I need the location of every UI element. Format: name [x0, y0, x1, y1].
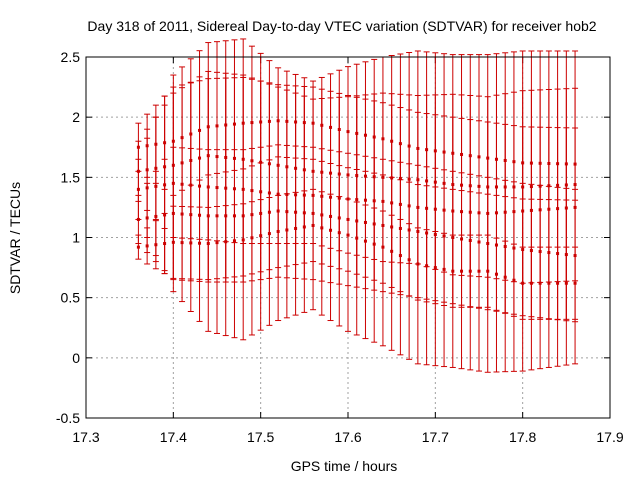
y-tick-label: 0.5: [61, 290, 81, 306]
data-point: [547, 281, 551, 285]
data-point: [163, 242, 167, 246]
y-tick-label: 2: [72, 109, 80, 125]
data-point: [294, 226, 298, 230]
x-tick-label: 17.7: [422, 429, 449, 445]
y-tick-label: 1.5: [61, 169, 81, 185]
y-axis-label: SDTVAR / TECUs: [7, 182, 23, 294]
data-point: [468, 269, 472, 273]
data-point: [241, 238, 245, 242]
data-point: [320, 226, 324, 230]
data-point: [398, 254, 402, 258]
data-point: [363, 239, 367, 243]
data-point: [416, 262, 420, 266]
x-tick-label: 17.3: [72, 429, 99, 445]
y-tick-label: -0.5: [56, 410, 80, 426]
x-tick-label: 17.5: [247, 429, 274, 445]
data-point: [206, 242, 210, 246]
data-point: [276, 229, 280, 233]
y-tick-label: 1: [72, 230, 80, 246]
data-point: [477, 269, 481, 273]
data-point: [346, 233, 350, 237]
x-axis-label: GPS time / hours: [291, 458, 398, 474]
x-tick-label: 17.6: [334, 429, 361, 445]
data-point: [250, 236, 254, 240]
data-point: [259, 234, 263, 238]
data-point: [538, 281, 542, 285]
data-point: [180, 241, 184, 245]
data-layer: [135, 38, 579, 373]
data-point: [337, 231, 341, 235]
data-point: [494, 272, 498, 276]
data-point: [189, 241, 193, 245]
data-point: [407, 258, 411, 262]
data-point: [355, 236, 359, 240]
data-point: [425, 264, 429, 268]
data-point: [302, 225, 306, 229]
data-point: [556, 281, 560, 285]
data-point: [311, 223, 315, 227]
y-tick-label: 0: [72, 350, 80, 366]
data-point: [145, 216, 149, 220]
data-point: [136, 187, 140, 191]
data-point: [198, 241, 202, 245]
data-point: [136, 245, 140, 249]
data-point: [503, 275, 507, 279]
data-point: [529, 281, 533, 285]
series-bottom: [135, 188, 579, 320]
data-point: [285, 228, 289, 232]
data-point: [573, 281, 577, 285]
x-tick-label: 17.8: [509, 429, 536, 445]
data-point: [171, 240, 175, 244]
data-point: [372, 242, 376, 246]
data-point: [145, 244, 149, 248]
chart-title: Day 318 of 2011, Sidereal Day-to-day VTE…: [87, 18, 596, 34]
data-point: [390, 249, 394, 253]
data-point: [232, 239, 236, 243]
data-point: [486, 269, 490, 273]
data-point: [154, 243, 158, 247]
data-point: [215, 241, 219, 245]
data-point: [521, 281, 525, 285]
y-tick-label: 2.5: [61, 49, 81, 65]
data-point: [451, 269, 455, 273]
data-point: [433, 266, 437, 270]
data-point: [154, 214, 158, 218]
tick-layer: 17.3 17.4 17.5 17.6 17.7 17.8 17.9 -0.5 0 0.5 1 1.5…: [56, 49, 624, 445]
data-point: [267, 232, 271, 236]
data-point: [564, 281, 568, 285]
data-point: [442, 267, 446, 271]
x-tick-label: 17.9: [596, 429, 623, 445]
data-point: [136, 217, 140, 221]
x-tick-label: 17.4: [160, 429, 187, 445]
data-point: [381, 245, 385, 249]
data-point: [329, 228, 333, 232]
data-point: [224, 240, 228, 244]
plot-frame: [85, 56, 611, 419]
data-point: [512, 278, 516, 282]
data-point: [460, 269, 464, 273]
